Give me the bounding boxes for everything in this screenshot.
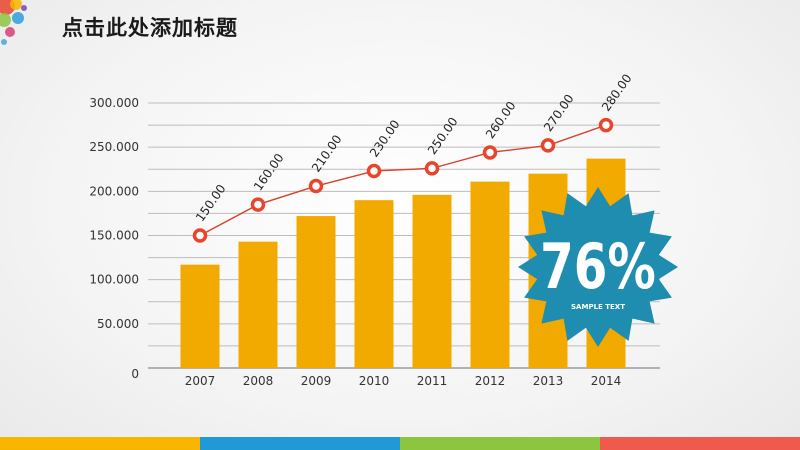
footer-segment-yellow [0,437,200,450]
x-tick-label: 2014 [591,374,622,388]
line-marker [540,138,556,153]
data-label: 270.00 [541,92,577,134]
x-tick-label: 2010 [359,374,390,388]
bar [238,241,278,368]
badge-percent-text: 76% [540,231,656,303]
bar [412,194,452,368]
line-marker [482,145,498,160]
data-label: 230.00 [367,117,403,159]
data-label: 160.00 [251,151,287,193]
x-tick-label: 2011 [417,374,448,388]
trend-line [199,124,607,237]
line-marker [366,163,382,179]
y-tick-label: 50.000 [97,317,139,331]
bar [354,200,394,368]
footer-color-bar [0,437,800,450]
data-label: 280.00 [599,71,635,113]
footer-segment-blue [200,437,400,450]
colorful-splash-logo [0,0,27,45]
y-tick-label: 200.000 [89,184,139,198]
footer-segment-green [400,437,600,450]
line-marker [192,228,208,243]
y-tick-label: 0 [131,367,139,381]
line-marker [308,178,324,194]
x-tick-label: 2012 [475,374,506,388]
footer-segment-red [600,437,800,450]
x-tick-label: 2009 [301,374,332,388]
y-tick-label: 100.000 [89,273,139,287]
data-label: 260.00 [483,99,519,141]
badge-caption-text: SAMPLE TEXT [571,303,625,311]
bar [180,264,220,368]
y-tick-label: 150.000 [89,229,139,243]
x-tick-label: 2008 [243,374,274,388]
line-marker [250,197,266,212]
x-tick-label: 2013 [533,374,564,388]
page-title: 点击此处添加标题 [62,16,238,40]
percent-badge [518,187,678,347]
line-marker [598,117,614,133]
data-label: 210.00 [309,132,345,174]
data-label: 150.00 [193,182,229,224]
data-label: 250.00 [425,115,461,157]
y-tick-label: 300.000 [89,96,139,110]
bar [470,181,510,368]
x-tick-label: 2007 [185,374,216,388]
line-marker [424,161,440,176]
y-tick-label: 250.000 [89,140,139,154]
bar [296,216,336,368]
